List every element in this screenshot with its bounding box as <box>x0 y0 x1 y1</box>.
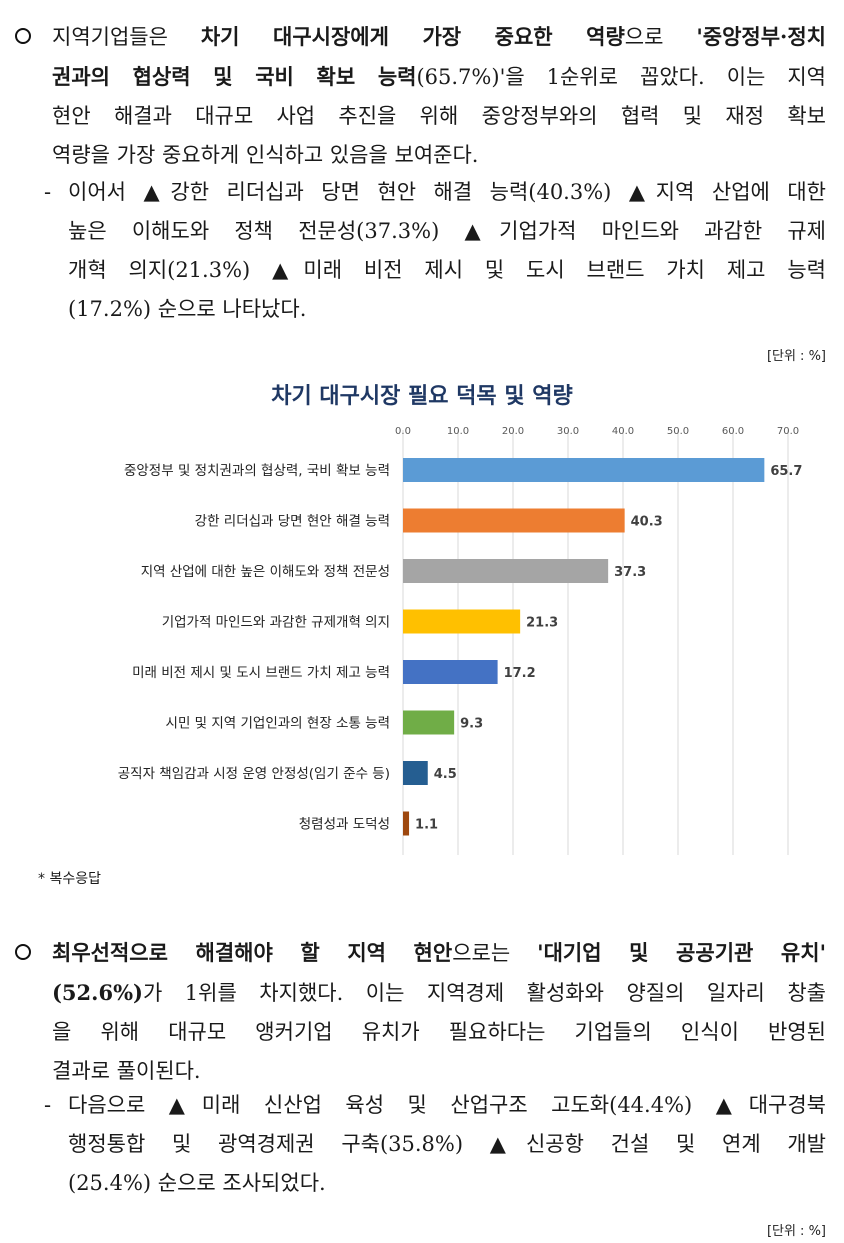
x-tick-label: 50.0 <box>667 426 689 437</box>
bar <box>403 710 455 735</box>
circle-bullet-icon <box>14 933 34 972</box>
sub-paragraph-1: - 이어서 ▲강한 리더십과 당면 현안 해결 능력(40.3%) ▲지역 산업… <box>44 173 826 329</box>
data-label: 21.3 <box>526 616 558 631</box>
data-label: 65.7 <box>770 464 802 479</box>
dash-marker: - <box>44 1093 52 1117</box>
data-label: 40.3 <box>631 515 663 530</box>
category-label: 미래 비전 제시 및 도시 브랜드 가치 제고 능력 <box>132 665 390 681</box>
x-tick-label: 40.0 <box>612 426 634 437</box>
bar <box>403 761 428 785</box>
unit-label: [단위 : %] <box>766 349 826 364</box>
category-label: 시민 및 지역 기업인과의 현장 소통 능력 <box>166 716 390 732</box>
circle-bullet-icon <box>14 17 34 56</box>
paragraph-2-line-1: 최우선적으로 해결해야 할 지역 현안으로는 '대기업 및 공공기관 유치' <box>52 940 826 965</box>
bar <box>403 609 521 634</box>
bar-chart: 0.0 10.0 20.0 30.0 40.0 50.0 60.0 70.0 65.7 중앙정부 … <box>118 426 802 855</box>
paragraph-1-line-2: 권과의 협상력 및 국비 확보 능력(65.7%)'을 1순위로 꼽았다. 이는… <box>52 64 826 89</box>
paragraph-2-line-2: (52.6%)가 1위를 차지했다. 이는 지역경제 활성화와 양질의 일자리 … <box>52 980 826 1005</box>
x-tick-label: 30.0 <box>557 426 579 437</box>
x-tick-label: 20.0 <box>502 426 524 437</box>
paragraph-2-line-4: 결과로 풀이된다. <box>52 1059 201 1083</box>
chart-title: 차기 대구시장 필요 덕목 및 역량 <box>271 384 573 409</box>
paragraph-1: 지역기업들은 차기 대구시장에게 가장 중요한 역량으로 '중앙정부·정치 권과… <box>14 17 826 175</box>
data-label: 37.3 <box>614 565 646 580</box>
dash-marker: - <box>44 180 52 204</box>
x-tick-label: 60.0 <box>722 426 744 437</box>
footnote: * 복수응답 <box>38 871 101 887</box>
x-tick-label: 70.0 <box>777 426 799 437</box>
bar <box>403 458 765 482</box>
category-label: 중앙정부 및 정치권과의 협상력, 국비 확보 능력 <box>124 463 390 479</box>
bar <box>403 508 625 533</box>
paragraph-2: 최우선적으로 해결해야 할 지역 현안으로는 '대기업 및 공공기관 유치' (… <box>14 933 826 1091</box>
sub-line: (25.4%) 순으로 조사되었다. <box>68 1171 326 1195</box>
bar <box>403 811 410 836</box>
sub-line: 이어서 ▲강한 리더십과 당면 현안 해결 능력(40.3%) ▲지역 산업에 … <box>68 180 826 204</box>
data-label: 17.2 <box>504 666 536 681</box>
sub-line: 높은 이해도와 정책 전문성(37.3%) ▲기업가적 마인드와 과감한 규제 <box>68 219 826 243</box>
bar <box>403 559 609 583</box>
sub-line: (17.2%) 순으로 나타났다. <box>68 297 307 321</box>
paragraph-2-line-3: 을 위해 대규모 앵커기업 유치가 필요하다는 기업들의 인식이 반영된 <box>52 1020 826 1044</box>
sub-line: 행정통합 및 광역경제권 구축(35.8%) ▲신공항 건설 및 연계 개발 <box>68 1132 826 1156</box>
paragraph-1-line-1: 지역기업들은 차기 대구시장에게 가장 중요한 역량으로 '중앙정부·정치 <box>52 24 826 49</box>
unit-label: [단위 : %] <box>766 1224 826 1239</box>
paragraph-1-line-4: 역량을 가장 중요하게 인식하고 있음을 보여준다. <box>52 143 479 167</box>
sub-line: 다음으로 ▲미래 신산업 육성 및 산업구조 고도화(44.4%) ▲대구경북 <box>68 1093 826 1117</box>
category-label: 공직자 책임감과 시정 운영 안정성(임기 준수 등) <box>118 766 390 782</box>
data-label: 9.3 <box>460 717 483 732</box>
sub-line: 개혁 의지(21.3%) ▲미래 비전 제시 및 도시 브랜드 가치 제고 능력 <box>68 258 826 282</box>
x-tick-label: 0.0 <box>395 426 411 437</box>
bar <box>403 660 498 684</box>
category-label: 강한 리더십과 당면 현안 해결 능력 <box>195 514 390 530</box>
category-label: 기업가적 마인드와 과감한 규제개혁 의지 <box>162 615 390 631</box>
category-label: 청렴성과 도덕성 <box>299 817 390 833</box>
sub-paragraph-2: - 다음으로 ▲미래 신산업 육성 및 산업구조 고도화(44.4%) ▲대구경… <box>44 1086 826 1203</box>
data-label: 4.5 <box>434 767 457 782</box>
x-tick-label: 10.0 <box>447 426 469 437</box>
data-label: 1.1 <box>415 818 438 833</box>
category-label: 지역 산업에 대한 높은 이해도와 정책 전문성 <box>141 564 390 580</box>
paragraph-1-line-3: 현안 해결과 대규모 사업 추진을 위해 중앙정부와의 협력 및 재정 확보 <box>52 104 826 128</box>
